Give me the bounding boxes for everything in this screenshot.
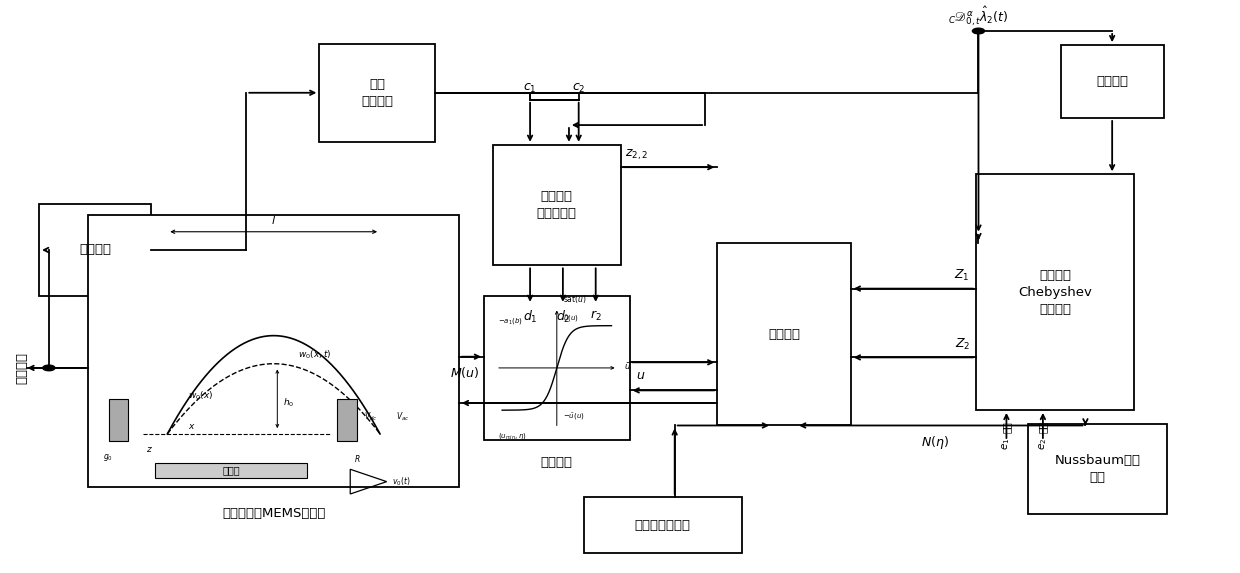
Text: $z$: $z$ — [145, 445, 153, 454]
Text: $d_1$: $d_1$ — [523, 309, 537, 325]
Text: $(u_{min},\eta)$: $(u_{min},\eta)$ — [498, 431, 527, 441]
Text: $z_{2,2}$: $z_{2,2}$ — [625, 147, 649, 162]
FancyBboxPatch shape — [1060, 45, 1164, 118]
Text: 虚拟
控制输入: 虚拟 控制输入 — [361, 78, 393, 108]
Text: $V_{ac}$: $V_{ac}$ — [396, 411, 409, 423]
Text: Nussbaum增益
函数: Nussbaum增益 函数 — [1054, 454, 1141, 484]
Text: $r_2$: $r_2$ — [590, 309, 601, 323]
Text: $d_2$: $d_2$ — [556, 309, 570, 325]
Text: 单权值的
Chebyshev
神经网络: 单权值的 Chebyshev 神经网络 — [1018, 269, 1092, 316]
Text: 控制输入: 控制输入 — [768, 328, 800, 341]
Text: $c_2$: $c_2$ — [572, 82, 585, 95]
Text: $w_0(x)$: $w_0(x)$ — [187, 389, 213, 402]
Circle shape — [972, 28, 985, 34]
Text: $h_0$: $h_0$ — [284, 396, 295, 409]
Text: 连续分布式模型: 连续分布式模型 — [635, 519, 691, 532]
Text: $w_0(x,t)$: $w_0(x,t)$ — [298, 348, 331, 361]
FancyBboxPatch shape — [976, 174, 1135, 410]
Text: $u$: $u$ — [636, 369, 645, 382]
Text: $v_0(t)$: $v_0(t)$ — [392, 476, 410, 488]
Text: $g_0$: $g_0$ — [103, 452, 113, 463]
Text: $V_{dc}$: $V_{dc}$ — [365, 411, 378, 423]
FancyBboxPatch shape — [337, 399, 357, 441]
FancyBboxPatch shape — [494, 145, 620, 265]
Text: 双曲正弦
微分跟踪器: 双曲正弦 微分跟踪器 — [537, 190, 577, 220]
Text: $c_1$: $c_1$ — [523, 82, 537, 95]
FancyBboxPatch shape — [40, 203, 151, 296]
Text: 输出信号: 输出信号 — [16, 352, 29, 384]
FancyBboxPatch shape — [1028, 424, 1167, 514]
Text: sat($u$): sat($u$) — [563, 293, 587, 305]
Text: $Z_2$: $Z_2$ — [955, 337, 970, 352]
Text: 误差: 误差 — [1002, 421, 1012, 433]
FancyBboxPatch shape — [584, 497, 742, 554]
Text: $\bar{u}$: $\bar{u}$ — [624, 361, 631, 372]
Text: $l$: $l$ — [272, 214, 277, 226]
Text: $e_1$: $e_1$ — [1001, 438, 1012, 450]
FancyBboxPatch shape — [109, 399, 129, 441]
Text: $M(u)$: $M(u)$ — [450, 365, 479, 380]
Text: 分数阶弧形MEMS谐振器: 分数阶弧形MEMS谐振器 — [222, 507, 325, 520]
FancyBboxPatch shape — [155, 462, 308, 478]
Circle shape — [42, 365, 55, 371]
Text: $Z_1$: $Z_1$ — [955, 268, 970, 283]
Text: 底电极: 底电极 — [222, 465, 241, 476]
FancyBboxPatch shape — [88, 215, 459, 487]
Text: 误差变量: 误差变量 — [79, 244, 112, 257]
Text: $R$: $R$ — [355, 453, 361, 464]
FancyBboxPatch shape — [319, 44, 435, 142]
Text: 自适应律: 自适应律 — [1096, 75, 1128, 88]
Text: $e_2$: $e_2$ — [1037, 438, 1049, 450]
Text: 误差: 误差 — [1038, 421, 1048, 433]
FancyBboxPatch shape — [717, 243, 851, 426]
Text: $-a_1(b)$: $-a_1(b)$ — [498, 316, 523, 325]
FancyBboxPatch shape — [484, 296, 630, 439]
Text: $N(\eta)$: $N(\eta)$ — [921, 434, 949, 451]
Text: $-\bar{u}(u)$: $-\bar{u}(u)$ — [563, 412, 584, 422]
Text: 驱动特性: 驱动特性 — [541, 456, 573, 469]
Text: $_C\mathscr{D}^{\alpha}_{0,t}\hat{\lambda}_2(t)$: $_C\mathscr{D}^{\alpha}_{0,t}\hat{\lambd… — [949, 5, 1008, 28]
Text: $x$: $x$ — [187, 422, 196, 431]
Text: $\bar{u}(u)$: $\bar{u}(u)$ — [563, 313, 579, 324]
